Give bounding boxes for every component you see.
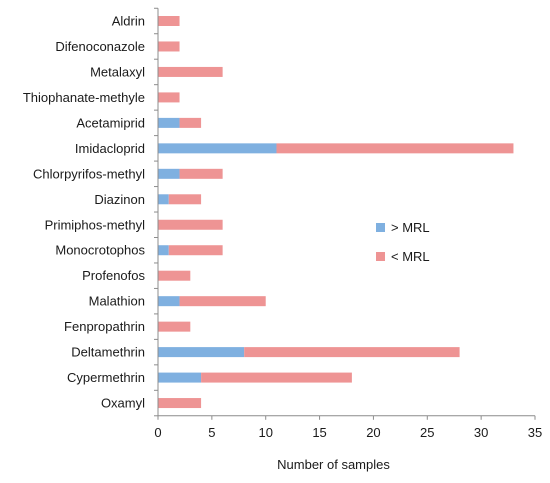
bar-below-mrl	[158, 219, 223, 230]
category-label: Diazinon	[94, 192, 145, 207]
bar-below-mrl	[158, 92, 180, 103]
bar-below-mrl	[158, 321, 191, 332]
bar-below-mrl	[201, 372, 352, 383]
x-tick-label: 30	[474, 425, 488, 440]
x-tick-label: 20	[366, 425, 380, 440]
legend-label: > MRL	[391, 220, 430, 235]
category-label: Aldrin	[112, 14, 145, 29]
bars-layer	[158, 16, 514, 409]
category-label: Primiphos-methyl	[45, 217, 146, 232]
labels-layer: Aldrin Difenoconazole Metalaxyl Thiophanate…	[23, 14, 542, 473]
bar-above-mrl	[158, 194, 169, 205]
legend: > MRL < MRL	[376, 220, 430, 264]
bar-above-mrl	[158, 372, 202, 383]
category-label: Malathion	[89, 294, 145, 309]
bar-below-mrl	[179, 296, 266, 307]
bar-below-mrl	[158, 398, 202, 409]
category-label: Acetamiprid	[76, 115, 145, 130]
category-label: Metalaxyl	[90, 64, 145, 79]
legend-swatch	[376, 252, 385, 261]
bar-below-mrl	[179, 168, 223, 179]
bar-above-mrl	[158, 143, 277, 154]
category-label: Deltamethrin	[71, 345, 145, 360]
bar-below-mrl	[158, 270, 191, 281]
category-label: Monocrotophos	[55, 243, 145, 258]
x-tick-label: 10	[258, 425, 272, 440]
x-tick-label: 35	[528, 425, 542, 440]
axes-layer	[154, 7, 536, 420]
x-tick-label: 25	[420, 425, 434, 440]
bar-above-mrl	[158, 245, 169, 256]
category-label: Fenpropathrin	[64, 319, 145, 334]
x-tick-label: 0	[154, 425, 161, 440]
x-tick-label: 15	[312, 425, 326, 440]
category-label: Profenofos	[82, 268, 145, 283]
bar-below-mrl	[158, 66, 223, 77]
bar-below-mrl	[179, 117, 202, 128]
bar-above-mrl	[158, 168, 180, 179]
category-label: Cypermethrin	[67, 370, 145, 385]
category-label: Difenoconazole	[55, 39, 145, 54]
bar-below-mrl	[276, 143, 514, 154]
bar-below-mrl	[158, 16, 180, 26]
category-label: Imidacloprid	[75, 141, 145, 156]
legend-swatch	[376, 223, 385, 232]
bar-above-mrl	[158, 347, 245, 358]
category-label: Thiophanate-methyle	[23, 90, 145, 105]
bar-below-mrl	[244, 347, 460, 358]
category-label: Chlorpyrifos-methyl	[33, 166, 145, 181]
bar-above-mrl	[158, 296, 180, 307]
bar-below-mrl	[168, 194, 202, 205]
category-label: Oxamyl	[101, 396, 145, 411]
bar-above-mrl	[158, 117, 180, 128]
x-axis-title: Number of samples	[277, 457, 390, 472]
bar-below-mrl	[168, 245, 223, 256]
x-tick-label: 5	[208, 425, 215, 440]
legend-label: < MRL	[391, 249, 430, 264]
bar-below-mrl	[158, 41, 180, 52]
